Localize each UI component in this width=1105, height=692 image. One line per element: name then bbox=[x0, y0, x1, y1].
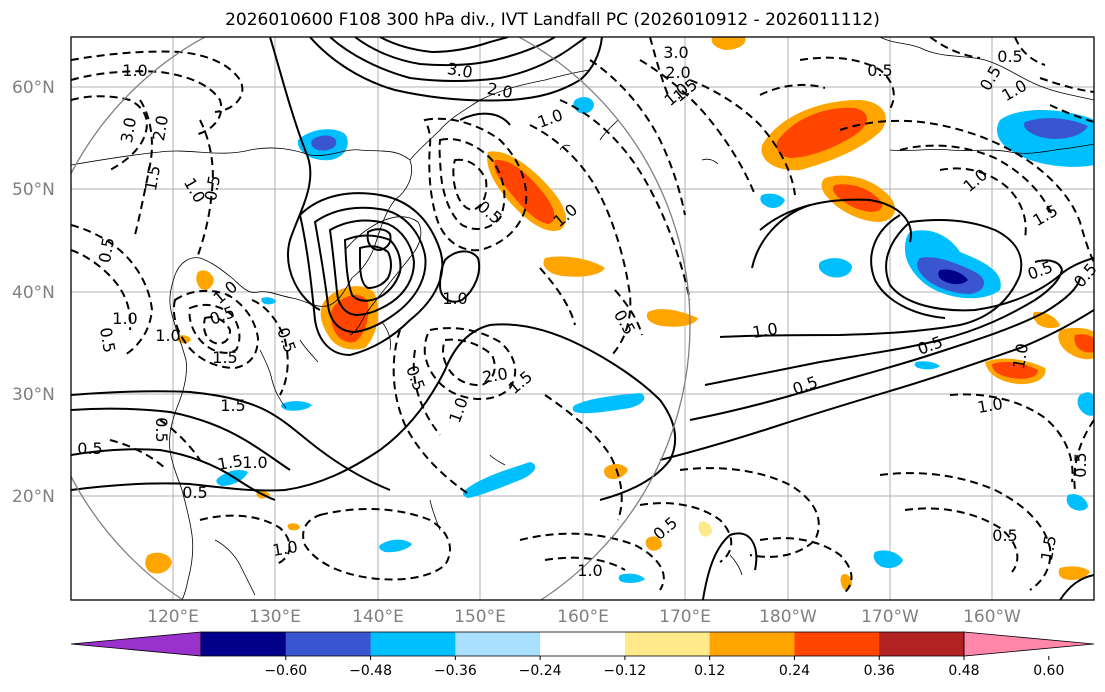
contour-label: 0.5 bbox=[992, 526, 1017, 545]
colorbar-extend-low bbox=[70, 631, 202, 657]
contour-label: 3.0 bbox=[446, 59, 474, 82]
colorbar-tick-label: −0.36 bbox=[434, 663, 477, 679]
radius-circle bbox=[71, 37, 691, 600]
contour-label: 0.5 bbox=[201, 174, 224, 202]
colorbar-tick-label: −0.12 bbox=[603, 663, 646, 679]
contour-label: 1.0 bbox=[976, 394, 1004, 417]
lon-label-170e: 170°E bbox=[659, 607, 711, 627]
colorbar: −0.60 −0.48 −0.36 −0.24 −0.12 0.12 0.24 0.36 0.4… bbox=[70, 631, 1095, 679]
colorbar-tick-label: −0.24 bbox=[519, 663, 562, 679]
contour-label: 1.0 bbox=[155, 326, 180, 345]
contour-label: 1.5 bbox=[220, 396, 245, 415]
contour-label: 0.5 bbox=[96, 326, 119, 354]
contour-label: 0.5 bbox=[95, 236, 118, 264]
negative-patch bbox=[572, 393, 645, 414]
lat-label-40n: 40°N bbox=[12, 283, 55, 303]
contour-label: 3.0 bbox=[117, 116, 140, 144]
lon-label-140e: 140°E bbox=[352, 607, 404, 627]
lat-label-30n: 30°N bbox=[12, 385, 55, 405]
contour-label: 0.5 bbox=[1071, 452, 1090, 477]
lon-label-150e: 150°E bbox=[454, 607, 506, 627]
colorbar-tick-label: 0.48 bbox=[948, 663, 979, 679]
contour-label: 2.0 bbox=[149, 114, 172, 142]
lon-label-180w: 180°W bbox=[759, 607, 817, 627]
lon-label-130e: 130°E bbox=[249, 607, 301, 627]
colorbar-bin bbox=[794, 632, 880, 656]
latitude-labels: 60°N 50°N 40°N 30°N 20°N bbox=[12, 78, 55, 507]
contour-label: 1.0 bbox=[442, 289, 467, 308]
contour-label: 2.0 bbox=[486, 79, 514, 102]
contour-label: 0.5 bbox=[182, 483, 207, 502]
lat-label-20n: 20°N bbox=[12, 487, 55, 507]
colorbar-tick-label: −0.60 bbox=[264, 663, 307, 679]
contour-label: 1.0 bbox=[271, 537, 299, 560]
contour-label: 0.5 bbox=[77, 439, 102, 458]
lon-label-160e: 160°E bbox=[557, 607, 609, 627]
colorbar-tick-label: 0.36 bbox=[864, 663, 895, 679]
contour-label: 1.5 bbox=[216, 451, 244, 474]
map-frame bbox=[70, 36, 1095, 601]
lon-label-160w: 160°W bbox=[963, 607, 1021, 627]
contour-label: 1.5 bbox=[141, 164, 164, 192]
negative-divergence-contours bbox=[71, 37, 1094, 596]
contour-label: 3.0 bbox=[663, 43, 688, 62]
contour-label: 2.0 bbox=[665, 63, 690, 82]
lat-label-60n: 60°N bbox=[12, 78, 55, 98]
colorbar-bin bbox=[540, 632, 626, 656]
colorbar-bin bbox=[201, 632, 287, 656]
contour-label: 1.0 bbox=[242, 453, 267, 472]
colorbar-tick-label: −0.48 bbox=[349, 663, 392, 679]
colorbar-bin bbox=[370, 632, 456, 656]
contour-label: 1.5 bbox=[212, 348, 237, 367]
longitude-labels: 120°E 130°E 140°E 150°E 160°E 170°E 180°… bbox=[147, 607, 1021, 627]
contour-label: 1.0 bbox=[122, 61, 147, 80]
lon-label-120e: 120°E bbox=[147, 607, 199, 627]
colorbar-bin bbox=[879, 632, 965, 656]
colorbar-tick-label: 0.12 bbox=[694, 663, 725, 679]
colorbar-bin bbox=[709, 632, 795, 656]
contour-label: 2.0 bbox=[481, 364, 509, 387]
lon-label-170w: 170°W bbox=[861, 607, 919, 627]
contour-label: 0.5 bbox=[867, 61, 892, 80]
colorbar-bin bbox=[285, 632, 372, 656]
colorbar-bin bbox=[455, 632, 541, 656]
lat-label-50n: 50°N bbox=[12, 180, 55, 200]
ivt-shading bbox=[145, 37, 1094, 591]
contour-label: 1.0 bbox=[112, 309, 137, 328]
positive-divergence-contours bbox=[71, 37, 1094, 600]
colorbar-tick-label: 0.60 bbox=[1033, 663, 1064, 679]
contour-label: 0.5 bbox=[997, 47, 1022, 66]
contour-label: 1.0 bbox=[1009, 342, 1032, 370]
colorbar-extend-high bbox=[963, 631, 1095, 657]
colorbar-bin bbox=[624, 632, 711, 656]
map-title: 2026010600 F108 300 hPa div., IVT Landfa… bbox=[225, 10, 880, 30]
colorbar-tick-label: 0.24 bbox=[779, 663, 810, 679]
contour-label: 1.0 bbox=[577, 561, 602, 580]
contour-label: 1.0 bbox=[751, 319, 779, 342]
contour-label: 1.5 bbox=[1037, 534, 1060, 562]
contour-label: 0.5 bbox=[152, 417, 171, 442]
